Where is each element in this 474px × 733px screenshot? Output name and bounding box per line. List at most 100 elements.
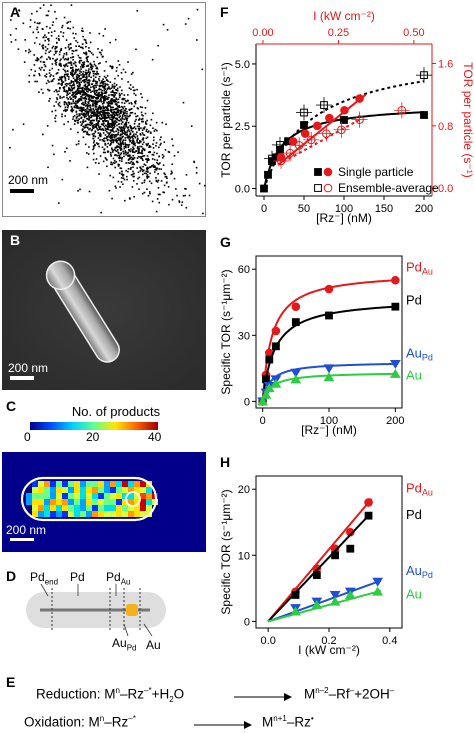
- tick-label: 1.6: [438, 58, 453, 70]
- data-point: [265, 355, 274, 364]
- data-point: [291, 302, 301, 311]
- data-point: [397, 105, 407, 115]
- data-point: [355, 115, 364, 124]
- data-point: [323, 372, 335, 382]
- series-label: PdAu: [406, 481, 433, 498]
- data-point: [323, 167, 333, 177]
- data-point: [391, 275, 400, 285]
- tick-label: 30: [238, 330, 250, 342]
- top-axis-label: I (kW cm⁻²): [313, 9, 375, 23]
- cb-tick-0: 0: [24, 430, 31, 444]
- tick-label: 50: [298, 203, 310, 215]
- data-point: [272, 342, 280, 351]
- y-axis-label: Specific TOR (s⁻¹μm⁻²): [219, 269, 233, 394]
- right-axis-label: TOR per particle (s⁻¹): [461, 62, 474, 177]
- nanorod: [45, 260, 120, 363]
- scale-bar: [10, 376, 34, 380]
- data-point: [291, 318, 300, 326]
- sem-image: 200 nm: [2, 230, 206, 390]
- data-point: [391, 302, 400, 311]
- data-point: [355, 94, 364, 103]
- series-label: Pd: [406, 292, 422, 307]
- data-point: [320, 101, 328, 109]
- tick-label: 0: [244, 396, 250, 408]
- data-point: [344, 589, 356, 599]
- label-pd-end: Pdend: [30, 570, 59, 587]
- product-heatmap: 200 nm: [2, 452, 206, 552]
- series-label: Au: [406, 367, 422, 382]
- panel-e: E Reduction: Mn–Rz–*+H2O Mn–2–Rf–+2OH– O…: [0, 674, 474, 733]
- data-point: [300, 121, 308, 129]
- data-point: [340, 116, 348, 124]
- data-point: [290, 368, 302, 378]
- panel-label: C: [6, 398, 17, 414]
- tick-label: 0.4: [382, 635, 397, 647]
- tick-label: 0.0: [261, 635, 276, 647]
- data-point: [389, 359, 401, 369]
- data-point: [323, 183, 333, 193]
- panel-b: 200 nm B: [0, 228, 208, 392]
- data-point: [324, 284, 334, 294]
- data-point: [290, 606, 301, 616]
- panel-a: 200 nm A: [0, 0, 208, 218]
- y-axis-label: TOR per particle (s⁻¹): [219, 62, 233, 177]
- data-point: [294, 141, 304, 150]
- series-label: AuPd: [406, 563, 433, 580]
- panel-label-g: G: [220, 234, 231, 250]
- cb-tick-40: 40: [148, 430, 162, 444]
- colorbar: [30, 422, 158, 430]
- data-point: [270, 378, 282, 388]
- scale-label: 200 nm: [8, 173, 48, 187]
- scale-bar: [10, 538, 34, 541]
- data-point: [331, 551, 339, 560]
- tick-label: 200: [386, 415, 404, 427]
- data-point: [262, 375, 270, 384]
- series-label: AuPd: [406, 345, 433, 362]
- tick-label: 0.0: [235, 184, 250, 196]
- data-point: [420, 71, 428, 80]
- data-point: [314, 168, 322, 176]
- legend-label: Single particle: [338, 165, 414, 179]
- tick-label: 0.8: [438, 121, 453, 133]
- tick-label: 0.25: [328, 27, 349, 39]
- data-point: [312, 121, 322, 131]
- legend-label: Ensemble-average: [338, 181, 439, 195]
- data-point: [340, 105, 349, 115]
- tick-label: 150: [375, 203, 393, 215]
- x-axis-label: [Rz⁻] (nM): [301, 423, 357, 437]
- panel-label-h: H: [220, 454, 231, 470]
- data-point: [257, 396, 269, 406]
- data-point: [364, 498, 373, 507]
- scale-bar: [10, 189, 34, 193]
- data-point: [290, 374, 302, 384]
- panel-a-image: 200 nm: [2, 2, 206, 217]
- data-point: [323, 364, 335, 374]
- colorbar-title: No. of products: [71, 404, 161, 419]
- data-point: [300, 129, 310, 138]
- scale-label: 200 nm: [8, 361, 48, 375]
- panel-label: E: [6, 674, 16, 690]
- data-point: [346, 544, 355, 553]
- data-point: [276, 156, 286, 166]
- panel-label: B: [10, 232, 21, 248]
- data-point: [322, 129, 331, 138]
- oxidation-equation: Oxidation: Mn–Rz–*: [24, 714, 136, 730]
- data-point: [285, 148, 295, 158]
- data-point: [372, 577, 384, 587]
- tick-label: 0: [244, 616, 250, 628]
- scatter-cloud: [9, 4, 206, 215]
- label-au: Au: [146, 638, 161, 652]
- tick-label: 0.00: [252, 27, 273, 39]
- reaction-arrow-1: [234, 693, 292, 701]
- data-point: [372, 586, 384, 596]
- chart-h: 0.0 0.2 0.4 0 10 20 I (kW cm⁻²) Specific TOR (s…: [219, 475, 433, 657]
- series-label: Au: [406, 586, 422, 601]
- data-point: [268, 154, 276, 163]
- data-point: [325, 113, 334, 123]
- data-point: [263, 383, 275, 393]
- cb-tick-20: 20: [86, 430, 100, 444]
- reduction-product: Mn–2–Rf–+2OH–: [304, 686, 395, 702]
- reaction-arrow-2: [194, 721, 252, 729]
- data-point: [260, 389, 272, 399]
- label-pd: Pd: [70, 570, 85, 584]
